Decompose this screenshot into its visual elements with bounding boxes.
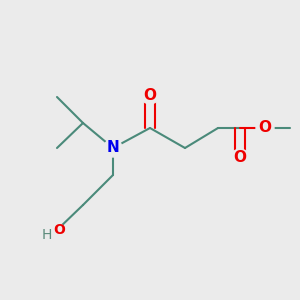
Circle shape <box>50 223 64 237</box>
Circle shape <box>141 86 159 104</box>
Text: H: H <box>42 228 52 242</box>
Text: N: N <box>106 140 119 155</box>
Text: O: O <box>259 121 272 136</box>
Circle shape <box>104 139 122 157</box>
Text: O: O <box>143 88 157 103</box>
Text: O: O <box>233 151 247 166</box>
Circle shape <box>231 149 249 167</box>
Text: O: O <box>53 223 65 237</box>
Circle shape <box>256 119 274 137</box>
